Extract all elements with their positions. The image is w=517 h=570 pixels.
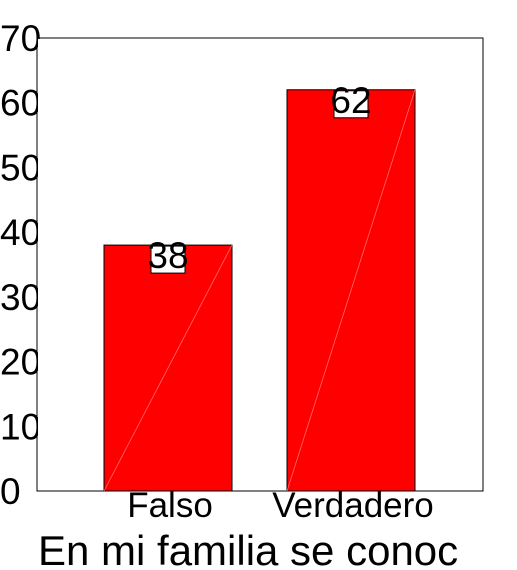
bars: 38 62 [103,80,416,492]
y-tick-label: 10 [0,406,41,447]
data-label: 38 [147,235,188,276]
y-tick-label: 50 [0,147,41,188]
y-tick-label: 30 [0,277,41,318]
y-tick-label: 40 [0,212,41,253]
x-category-label: Falso [127,486,213,525]
x-category-label: Verdadero [272,486,434,525]
y-tick-label: 70 [0,18,41,59]
bar-diagonal [103,244,233,492]
x-axis: Falso Verdadero [127,486,434,525]
y-tick-label: 20 [0,342,41,383]
data-label-box [333,90,369,119]
bar-diagonal [286,89,416,492]
y-tick-label: 0 [0,471,21,512]
data-label: 62 [330,80,371,121]
y-tick-label: 60 [0,83,41,124]
x-axis-label: En mi familia se conoc [38,527,458,570]
data-label-box [150,245,186,274]
